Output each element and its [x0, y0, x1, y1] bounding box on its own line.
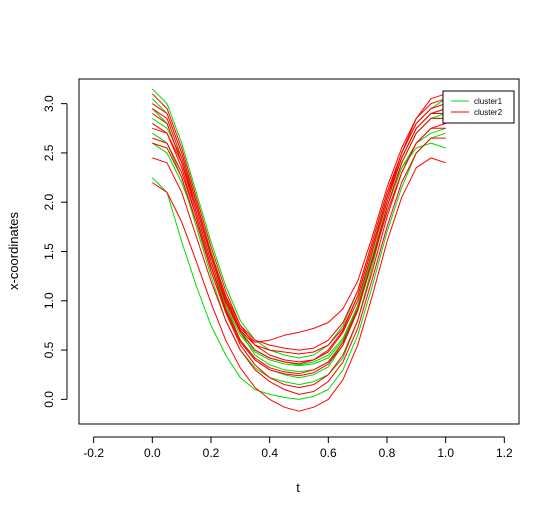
- plot-frame: [78, 78, 520, 425]
- x-tick-label: 0.8: [379, 446, 396, 460]
- y-axis-label: x-coordinates: [6, 211, 21, 290]
- axes-layer: -0.2 0.0 0.2 0.4 0.6 0.8 1.0 1.2 0.0 0.5 1.0 1.5 2.0…: [42, 95, 513, 460]
- y-tick-label: 1.0: [42, 292, 56, 309]
- y-tick-label: 3.0: [42, 95, 56, 112]
- y-tick-label: 2.0: [42, 194, 56, 211]
- series-cluster2-curve-1: [151, 93, 446, 363]
- x-tick-label: -0.2: [83, 446, 104, 460]
- legend-box: [442, 90, 515, 124]
- series-cluster2-curve-8: [152, 98, 446, 343]
- x-axis-label: t: [296, 480, 300, 495]
- legend-label: cluster2: [474, 108, 503, 117]
- series-cluster2-curve-5: [152, 103, 446, 351]
- legend-label: cluster1: [474, 97, 503, 106]
- x-tick-label: 0.0: [144, 446, 161, 460]
- y-tick-label: 0.5: [42, 341, 56, 358]
- series-cluster2-curve-7: [152, 113, 446, 355]
- curves-layer: [151, 88, 446, 412]
- x-tick-label: 0.6: [320, 446, 337, 460]
- y-tick-label: 2.5: [42, 144, 56, 161]
- series-cluster2-curve-9: [152, 127, 446, 377]
- series-cluster2-curve-10: [152, 137, 446, 395]
- series-cluster2-curve-2: [152, 108, 446, 365]
- series-cluster1-curve-5: [152, 117, 446, 366]
- y-tick-label: 0.0: [42, 391, 56, 408]
- series-cluster2-curve-3: [152, 117, 446, 375]
- series-cluster2-curve-4: [152, 122, 446, 388]
- legend: cluster1 cluster2: [442, 90, 515, 124]
- x-tick-label: 0.2: [203, 446, 220, 460]
- y-tick-label: 1.5: [42, 243, 56, 260]
- series-cluster2-curve-6: [152, 157, 446, 412]
- x-tick-label: 1.2: [496, 446, 513, 460]
- x-tick-label: 0.4: [261, 446, 278, 460]
- series-cluster1-curve-4: [151, 132, 446, 400]
- x-tick-label: 1.0: [437, 446, 454, 460]
